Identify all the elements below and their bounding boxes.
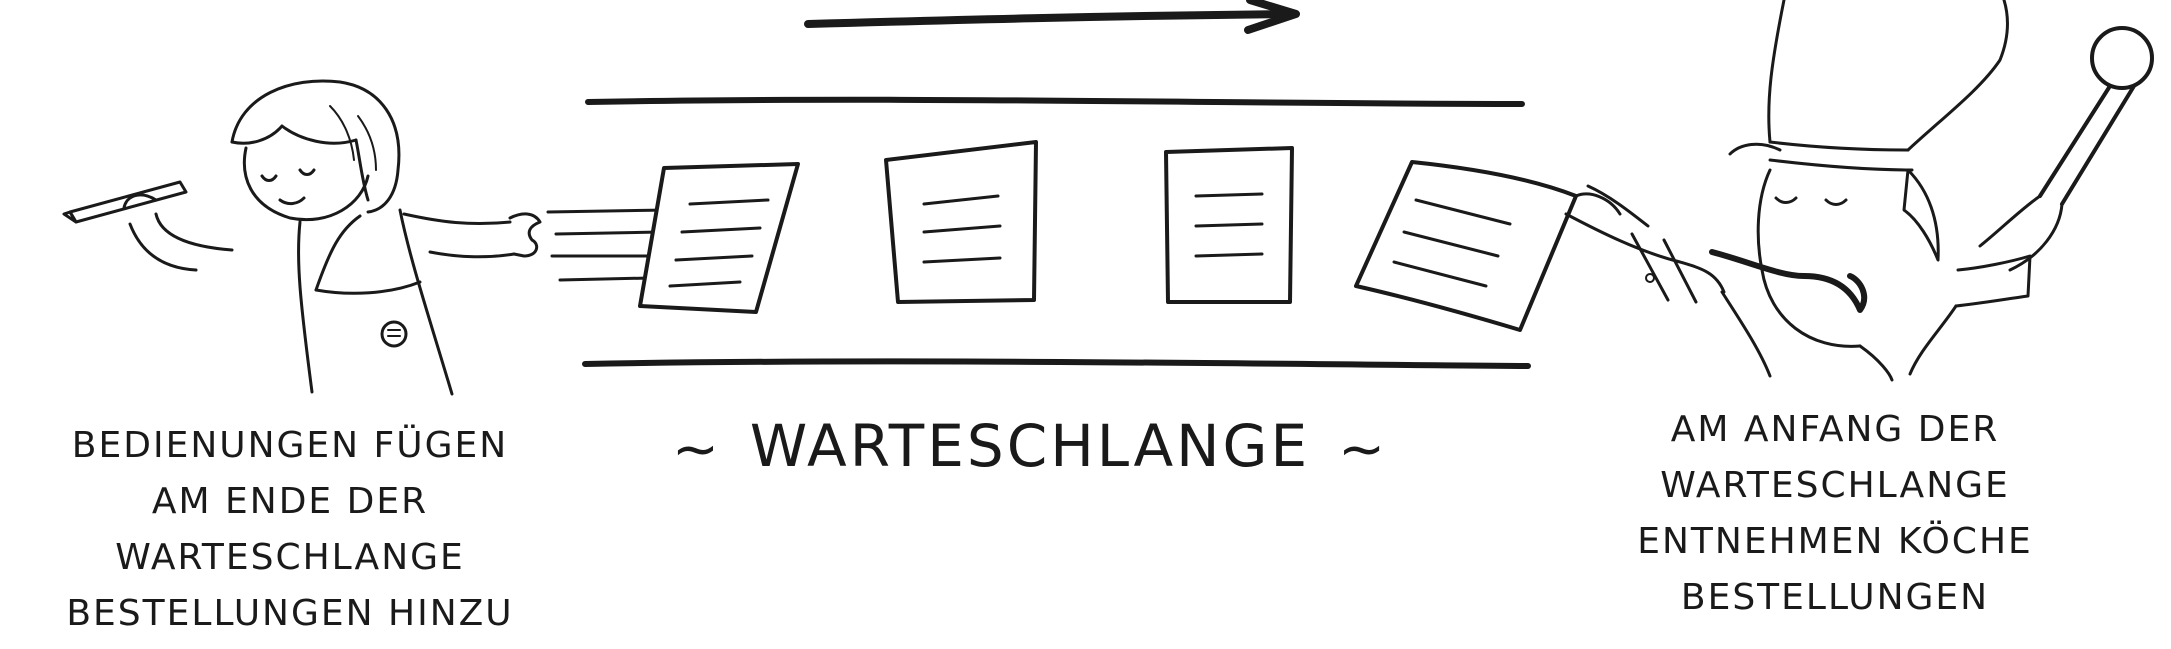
chef-caption-line: BESTELLUNGEN bbox=[1680, 577, 1990, 618]
waiter-caption-line: WARTESCHLANGE bbox=[115, 537, 465, 578]
waiter-caption-line: BESTELLUNGEN HINZU bbox=[66, 593, 514, 634]
tilde-right-decoration: ~ bbox=[1338, 417, 1389, 483]
waiter-caption: BEDIENUNGEN FÜGEN AM ENDE DER WARTESCHLA… bbox=[0, 418, 580, 642]
chef-caption-line: AM ANFANG DER bbox=[1670, 409, 2000, 450]
direction-arrow bbox=[804, 0, 1300, 34]
queue-top-line bbox=[585, 96, 1525, 107]
chef-illustration bbox=[1564, 0, 2154, 382]
chef-caption: AM ANFANG DER WARTESCHLANGE ENTNEHMEN KÖ… bbox=[1555, 402, 2115, 626]
waiter-caption-line: AM ENDE DER bbox=[151, 481, 429, 522]
waiter-illustration bbox=[62, 79, 542, 396]
queue-bottom-line bbox=[582, 358, 1531, 369]
chef-caption-line: WARTESCHLANGE bbox=[1660, 465, 2010, 506]
queue-label: WARTESCHLANGE bbox=[749, 412, 1311, 480]
chef-caption-line: ENTNEHMEN KÖCHE bbox=[1637, 521, 2033, 562]
queue-title: ~ WARTESCHLANGE ~ bbox=[580, 412, 1480, 482]
order-paper bbox=[1354, 160, 1578, 332]
order-paper bbox=[638, 162, 800, 314]
order-paper bbox=[884, 140, 1038, 304]
order-paper bbox=[1164, 146, 1294, 304]
tilde-left-decoration: ~ bbox=[671, 417, 722, 483]
motion-lines bbox=[546, 208, 670, 282]
waiter-caption-line: BEDIENUNGEN FÜGEN bbox=[71, 425, 509, 466]
